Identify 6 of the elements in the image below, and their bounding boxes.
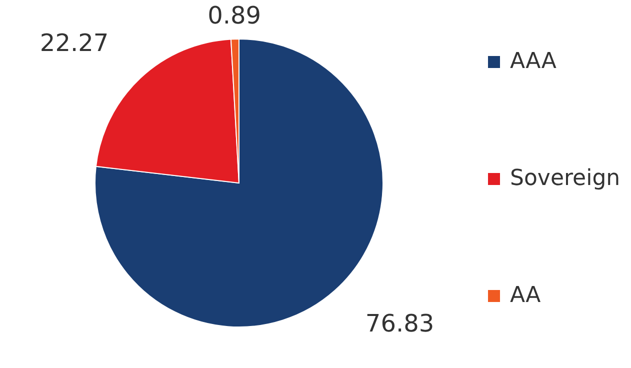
data-label: 0.89 [208,2,262,30]
legend-label: Sovereign [510,166,620,192]
data-label: 22.27 [40,29,109,58]
legend-label: AAA [510,49,556,74]
legend-label: AA [510,283,541,308]
data-label: 76.83 [365,310,434,338]
